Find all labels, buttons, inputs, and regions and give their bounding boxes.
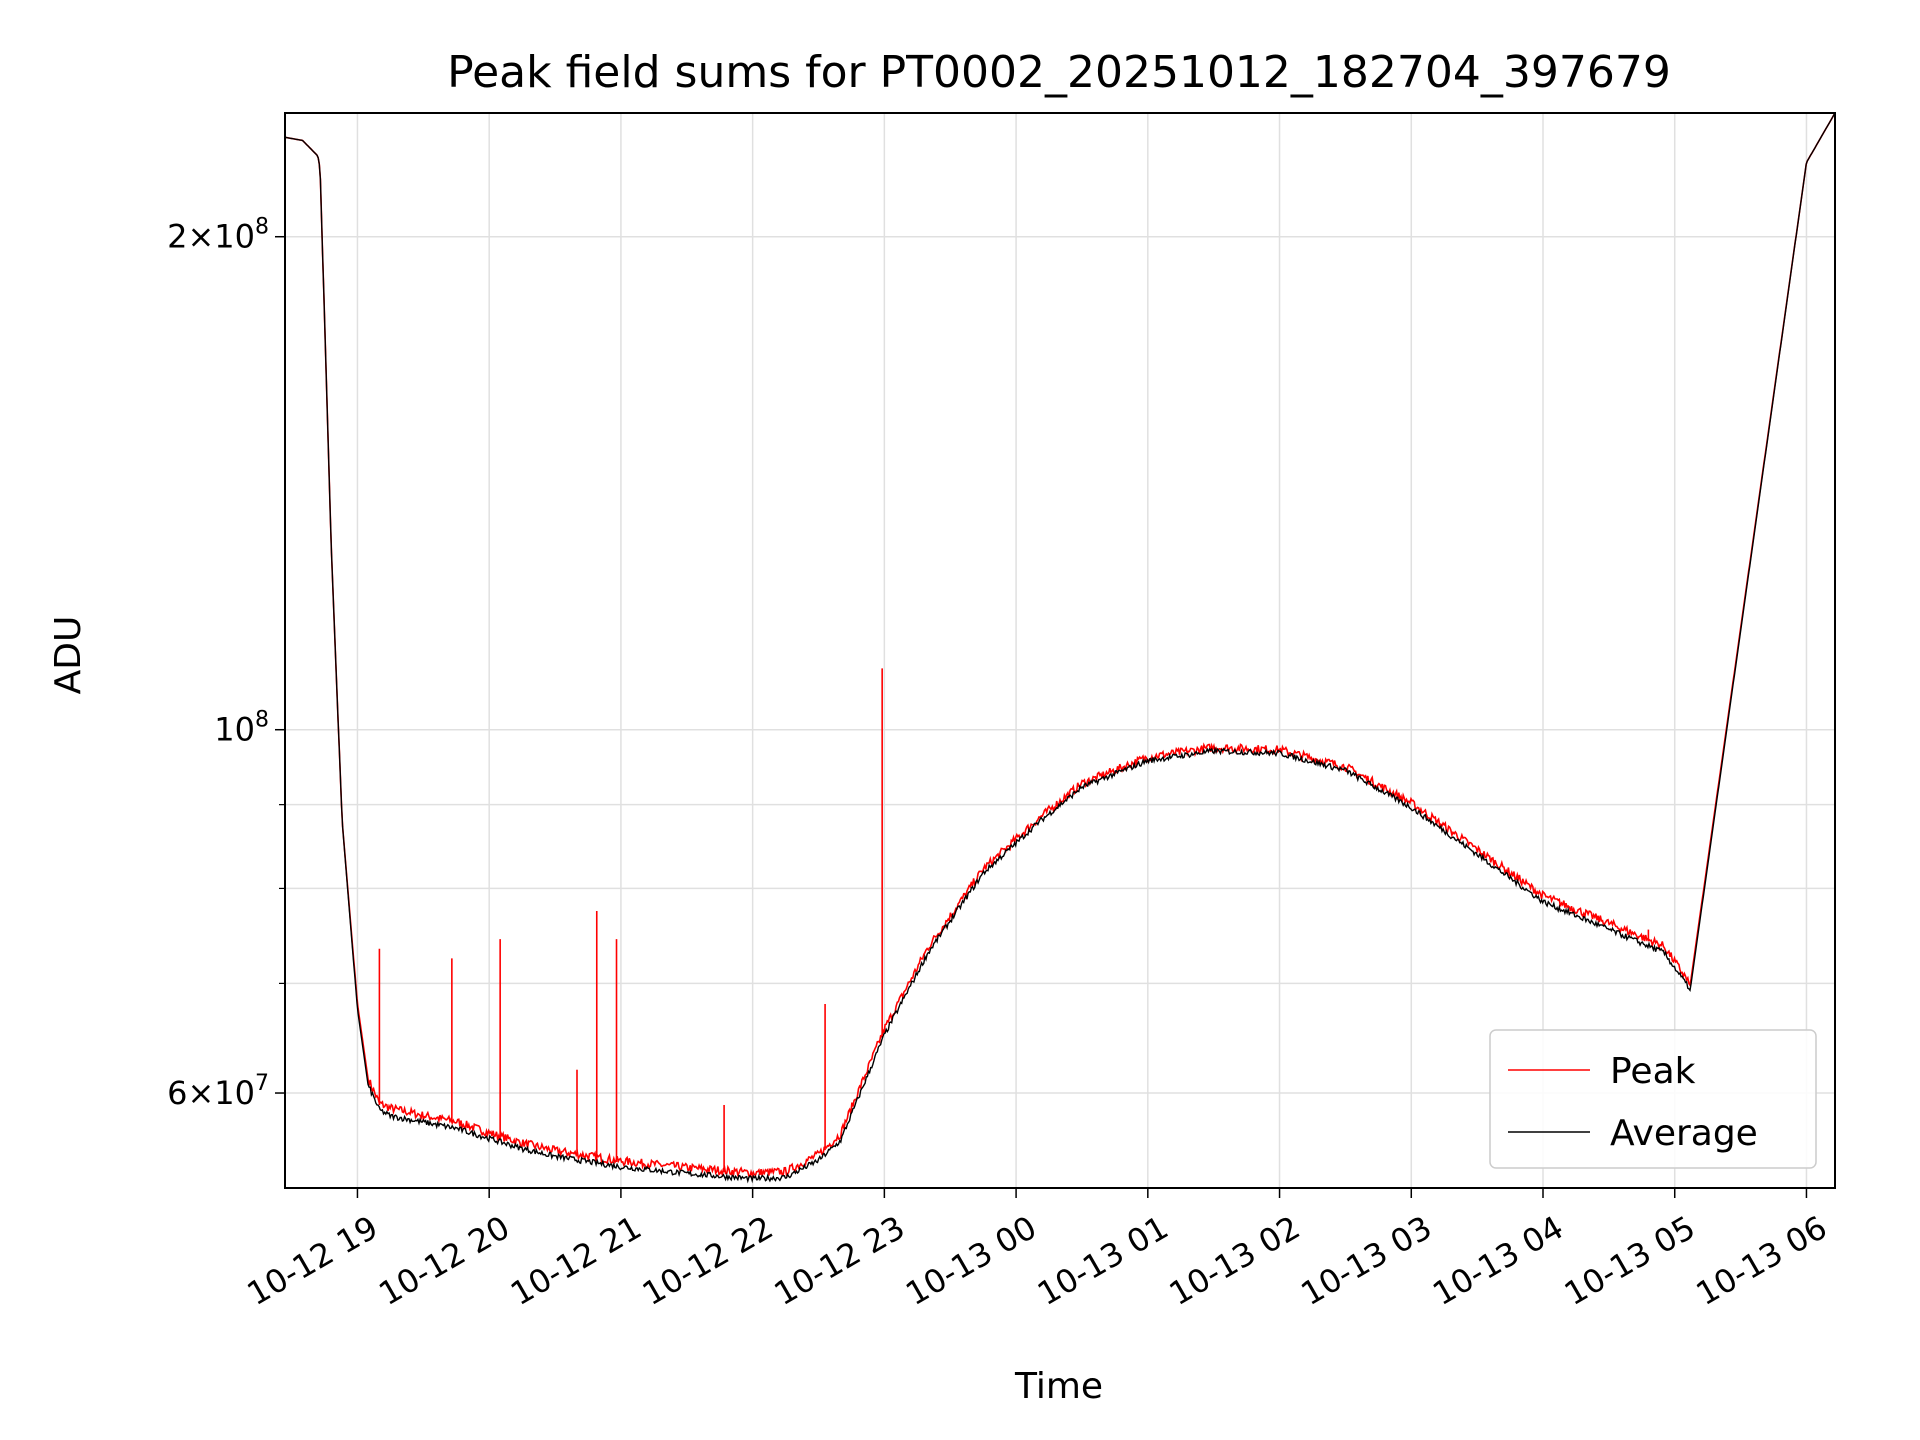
series-line-peak — [285, 113, 1835, 1178]
chart-title: Peak field sums for PT0002_20251012_1827… — [447, 47, 1671, 98]
legend-box — [1489, 1029, 1817, 1169]
y-axis-label: ADU — [48, 616, 89, 695]
series-line-average — [285, 113, 1835, 1184]
axes-frame — [284, 112, 1836, 1189]
x-axis-label: Time — [1014, 1366, 1103, 1407]
legend-label-peak: Peak — [1610, 1051, 1696, 1092]
legend: Peak Average — [1489, 1029, 1817, 1169]
y-tick-label: 108 — [214, 708, 269, 749]
y-axis: 2×108 108 6×107 — [167, 215, 285, 1112]
plot-area — [285, 113, 1835, 1184]
y-tick-label: 6×107 — [167, 1071, 269, 1112]
y-tick-label: 2×108 — [167, 215, 269, 256]
legend-label-average: Average — [1610, 1113, 1758, 1154]
